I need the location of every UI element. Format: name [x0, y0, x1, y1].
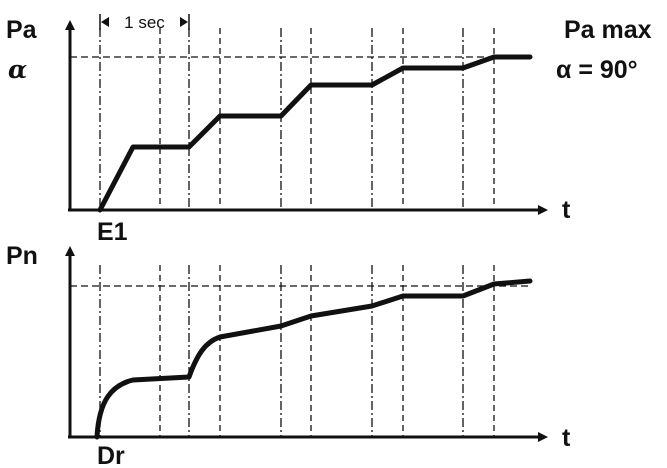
angle-label: α = 90° — [556, 56, 638, 84]
top-gridlines — [99, 28, 495, 208]
top-step-curve — [97, 54, 533, 213]
interval-arrow-left — [101, 17, 109, 27]
top-y-label: Pa — [6, 16, 38, 44]
top-start-label: E1 — [97, 218, 128, 246]
bottom-start-label: Dr — [97, 442, 125, 468]
max-label: Pa max — [564, 16, 652, 44]
bottom-x-label: t — [562, 424, 571, 452]
top-y-label-alpha: α — [8, 55, 27, 84]
interval-marker — [99, 14, 190, 30]
bottom-curve — [94, 278, 533, 440]
interval-arrow-right — [180, 17, 188, 27]
top-chart: 1 sec Pa α t E1 Pa max α = 90° — [6, 13, 652, 246]
top-x-label: t — [562, 196, 571, 224]
bottom-chart: Pn t Dr — [6, 242, 571, 468]
bottom-y-label: Pn — [6, 242, 38, 270]
interval-label: 1 sec — [124, 13, 165, 32]
bottom-gridlines — [99, 265, 495, 436]
